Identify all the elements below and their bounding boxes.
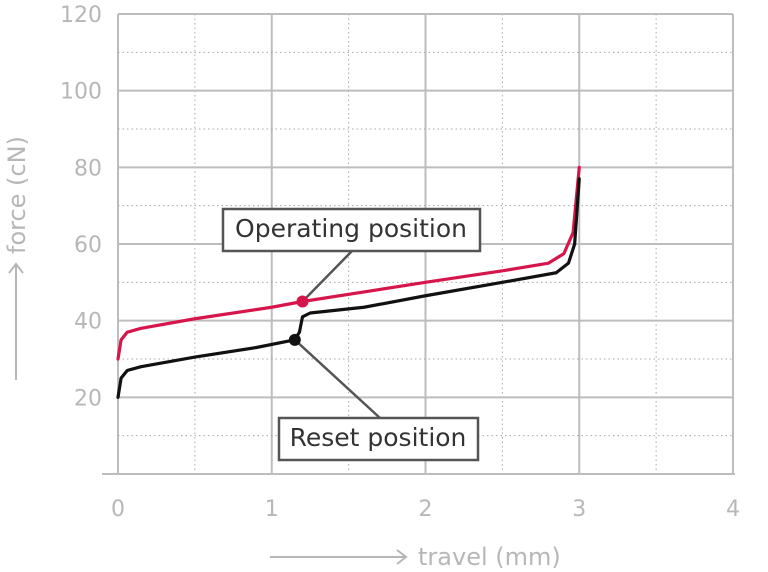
- operating-force-curve: [116, 165, 581, 361]
- reset-position-label: Reset position: [290, 423, 467, 452]
- operating-position-leader-line: [301, 250, 353, 303]
- axes: 0 1 2 3 4 20 40 60 80 100 120: [60, 3, 740, 522]
- y-tick-label: 100: [60, 80, 102, 105]
- x-tick-label: 0: [111, 497, 125, 522]
- x-axis-label: travel (mm): [418, 543, 561, 571]
- x-tick-label: 4: [726, 497, 740, 522]
- x-tick-label: 2: [419, 497, 433, 522]
- operating-position-label: Operating position: [235, 214, 467, 243]
- x-tick-label: 3: [572, 497, 586, 522]
- x-axis-title: travel (mm): [270, 543, 561, 571]
- y-axis-label: force (cN): [3, 136, 31, 254]
- callouts: Operating position Reset position: [221, 207, 482, 462]
- y-tick-label: 120: [60, 3, 102, 28]
- series-layer: [116, 165, 581, 399]
- x-axis-arrow-head: [396, 549, 408, 565]
- y-axis-arrow-head: [8, 262, 24, 274]
- reset-position-leader-line: [293, 338, 381, 419]
- operating-position-marker: [296, 295, 309, 308]
- reset-position-marker: [288, 333, 301, 346]
- reset-position-box: [277, 416, 480, 462]
- y-tick-label: 80: [74, 156, 102, 181]
- y-tick-label: 60: [74, 233, 102, 258]
- y-tick-label: 40: [74, 310, 102, 335]
- x-tick-label: 1: [265, 497, 279, 522]
- reset-force-curve: [116, 177, 581, 399]
- operating-position-box: [221, 207, 482, 253]
- y-tick-label: 20: [74, 386, 102, 411]
- y-axis-title: force (cN): [3, 136, 31, 380]
